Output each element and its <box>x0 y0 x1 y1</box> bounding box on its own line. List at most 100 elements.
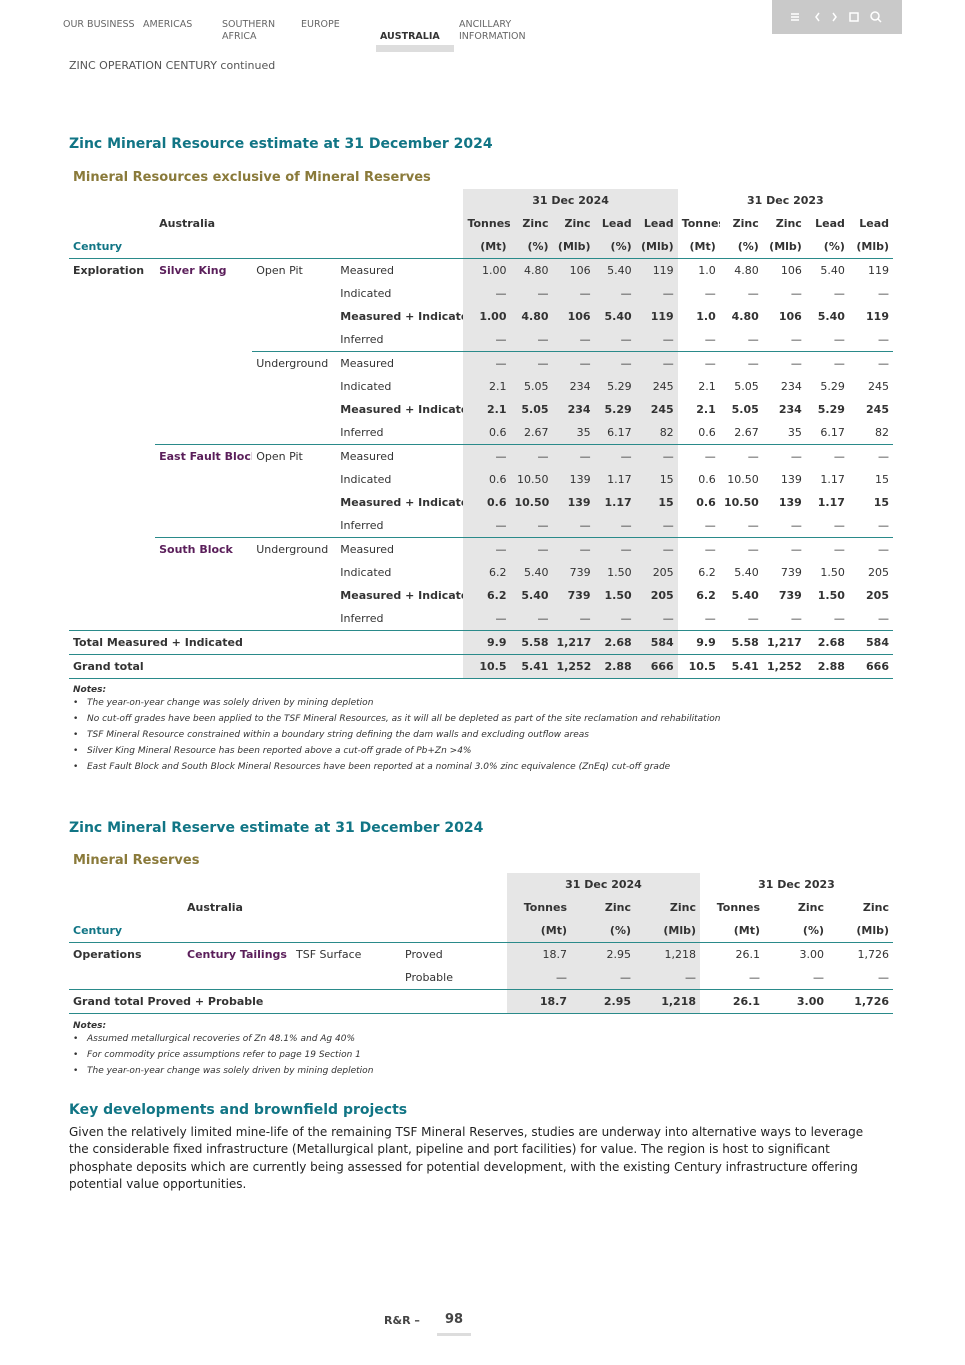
cell <box>252 235 337 259</box>
reserve-table: 31 Dec 2024 31 Dec 2023 Australia Tonnes Zin… <box>69 873 893 1014</box>
value: — <box>762 537 806 561</box>
cell <box>69 873 507 896</box>
value: 0.6 <box>463 468 511 491</box>
value: 234 <box>552 375 595 398</box>
page-number: 98 <box>437 1312 471 1336</box>
value: 26.1 <box>735 948 761 961</box>
cell <box>401 919 507 943</box>
value: — <box>677 537 720 561</box>
footer-label: R&R – <box>384 1314 420 1327</box>
class: Measured + Indicated <box>340 403 464 416</box>
value: — <box>571 966 635 990</box>
value: — <box>594 444 636 468</box>
value: — <box>762 444 806 468</box>
deposit <box>183 966 292 990</box>
cell <box>155 235 253 259</box>
deposit <box>155 491 252 514</box>
region: Australia <box>187 901 243 914</box>
value: 5.40 <box>731 589 759 602</box>
active-indicator <box>376 45 454 52</box>
method <box>252 514 336 538</box>
value: 205 <box>868 566 889 579</box>
value: 1,218 <box>635 942 700 966</box>
menu-icon[interactable] <box>791 13 799 21</box>
value: 10.5 <box>677 654 720 679</box>
unit: (Mt) <box>700 919 764 943</box>
data-row: Measured + Indicated 6.2 5.40 739 1.50 205 6.2… <box>69 584 893 607</box>
value: — <box>790 287 802 300</box>
unit: (%) <box>510 235 553 259</box>
value: 666 <box>635 654 678 679</box>
category <box>69 445 155 469</box>
value: 18.7 <box>507 989 571 1014</box>
unit: (%) <box>719 235 763 259</box>
data-row: Measured + Indicated 2.1 5.05 234 5.29 245 2.1… <box>69 398 893 421</box>
category <box>69 491 155 514</box>
prev-icon[interactable] <box>815 12 820 22</box>
value: — <box>833 333 845 346</box>
nav-item[interactable]: SOUTHERN AFRICA <box>222 19 276 42</box>
category <box>69 305 155 328</box>
data-row: Exploration Silver King Open Pit Measured 1.… <box>69 258 893 282</box>
class: Indicated <box>340 473 392 486</box>
value: — <box>552 351 595 375</box>
value: 5.58 <box>719 630 763 655</box>
value: 119 <box>866 310 889 323</box>
data-row: Indicated 0.6 10.50 139 1.17 15 0.6 10.50 139 1.1… <box>69 468 893 491</box>
value: — <box>463 514 511 538</box>
search-icon[interactable] <box>870 11 880 21</box>
nav-item[interactable]: AMERICAS <box>143 19 193 30</box>
value: 5.41 <box>719 654 763 679</box>
value: — <box>635 537 678 561</box>
value: — <box>635 328 678 352</box>
data-row: Probable — — — — — — <box>69 966 893 990</box>
value: 1,218 <box>635 989 700 1014</box>
deposit: Silver King <box>159 264 227 277</box>
value: — <box>552 328 595 352</box>
note: No cut-off grades have been applied to t… <box>73 714 720 730</box>
nav-item[interactable]: EUROPE <box>301 19 340 30</box>
value: 5.05 <box>510 375 553 398</box>
value: — <box>510 607 553 631</box>
value: — <box>790 612 802 625</box>
unit: (%) <box>571 919 635 943</box>
value: 10.50 <box>723 496 759 509</box>
data-row: Indicated — — — — — — — — — — <box>69 282 893 305</box>
value: 6.17 <box>594 421 636 445</box>
method <box>292 966 401 990</box>
value: 9.9 <box>677 630 720 655</box>
nav-item[interactable]: ANCILLARY INFORMATION <box>459 19 526 42</box>
class: Inferred <box>340 426 384 439</box>
value: 6.2 <box>463 561 511 584</box>
value: — <box>833 287 845 300</box>
value: 6.2 <box>698 566 716 579</box>
method <box>252 584 336 607</box>
cell <box>292 896 401 919</box>
data-row: Measured + Indicated 1.00 4.80 106 5.40 119 1.… <box>69 305 893 328</box>
method: Underground <box>252 537 337 561</box>
note: East Fault Block and South Block Mineral… <box>73 762 720 778</box>
column-header: Zinc <box>552 212 595 235</box>
value: — <box>552 607 595 631</box>
value: 584 <box>635 630 678 655</box>
value: 4.80 <box>731 310 759 323</box>
value: 0.6 <box>463 421 511 445</box>
category: Operations <box>73 948 142 961</box>
value: 0.6 <box>696 496 716 509</box>
value: 245 <box>635 398 678 421</box>
value: 666 <box>848 654 893 679</box>
column-header: Zinc <box>862 901 889 914</box>
next-icon[interactable] <box>832 12 837 22</box>
value: 245 <box>868 380 889 393</box>
value: — <box>463 282 511 305</box>
key-developments-title: Key developments and brownfield projects <box>69 1102 408 1118</box>
back-icon[interactable] <box>849 12 859 22</box>
class: Measured <box>336 351 464 375</box>
nav-item[interactable]: AUSTRALIA <box>380 31 440 42</box>
value: 205 <box>635 561 678 584</box>
value: 245 <box>635 375 678 398</box>
nav-item[interactable]: OUR BUSINESS <box>63 19 135 30</box>
class: Inferred <box>340 519 384 532</box>
value: 2.68 <box>594 630 636 655</box>
value: 1.50 <box>817 589 845 602</box>
